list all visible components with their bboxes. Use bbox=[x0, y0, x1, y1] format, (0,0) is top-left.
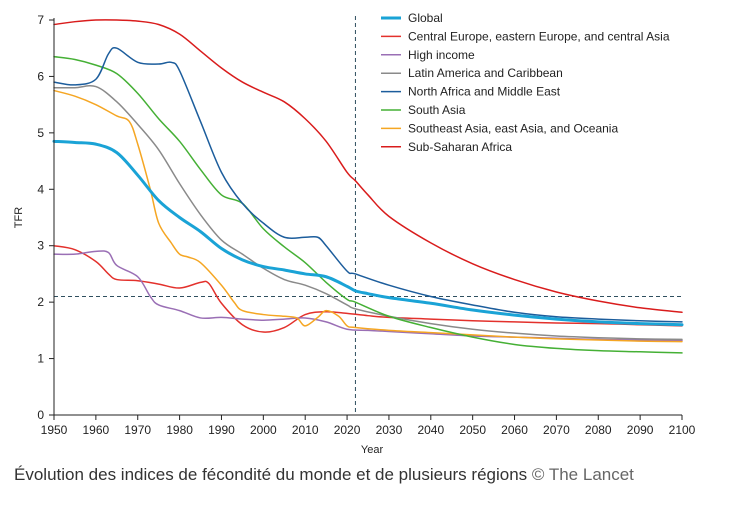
axis-ticks: 1950 1960 1970 1980 1990 2000 2010 2020 2030 2040… bbox=[37, 13, 695, 437]
series-line-sub-saharan-africa bbox=[53, 19, 683, 314]
series-line-north-africa-and-middle-east bbox=[53, 47, 683, 323]
x-tick-label: 2050 bbox=[459, 423, 486, 437]
x-tick-label: 2100 bbox=[669, 423, 696, 437]
x-tick-label: 1990 bbox=[208, 423, 235, 437]
x-tick-label: 2000 bbox=[250, 423, 277, 437]
axes bbox=[53, 18, 682, 416]
x-tick-label: 2040 bbox=[417, 423, 444, 437]
legend-label: North Africa and Middle East bbox=[408, 85, 561, 99]
chart: 1950 1960 1970 1980 1990 2000 2010 2020 2030 2040… bbox=[13, 11, 696, 456]
legend-label: South Asia bbox=[408, 103, 466, 117]
y-tick-label: 3 bbox=[37, 239, 44, 253]
y-tick-label: 4 bbox=[37, 182, 44, 196]
series-line-central-europe-eastern-europe-and-central-asia bbox=[53, 244, 683, 333]
y-tick-label: 2 bbox=[37, 295, 44, 309]
series-line-global bbox=[52, 139, 684, 327]
legend-label: Southeast Asia, east Asia, and Oceania bbox=[408, 121, 618, 135]
series-line-high-income bbox=[53, 250, 683, 342]
x-tick-label: 2080 bbox=[585, 423, 612, 437]
legend-label: Central Europe, eastern Europe, and cent… bbox=[408, 29, 670, 43]
caption-credit: © The Lancet bbox=[531, 465, 634, 484]
legend-label: High income bbox=[408, 48, 475, 62]
y-axis-title: TFR bbox=[13, 207, 25, 228]
series-line-southeast-asia-east-asia-and-oceania bbox=[53, 89, 683, 343]
y-tick-label: 1 bbox=[37, 352, 44, 366]
x-tick-label: 2010 bbox=[292, 423, 319, 437]
reference-lines bbox=[54, 16, 682, 415]
y-tick-label: 6 bbox=[37, 69, 44, 83]
series-line-latin-america-and-caribbean bbox=[53, 84, 683, 341]
y-tick-label: 0 bbox=[37, 408, 44, 422]
legend-label: Latin America and Caribbean bbox=[408, 66, 563, 80]
legend: Global Central Europe, eastern Europe, an… bbox=[381, 11, 670, 154]
legend-label: Sub-Saharan Africa bbox=[408, 140, 512, 154]
figure-caption: Évolution des indices de fécondité du mo… bbox=[14, 465, 634, 485]
x-tick-label: 1960 bbox=[83, 423, 110, 437]
y-tick-label: 7 bbox=[37, 13, 44, 27]
legend-label: Global bbox=[408, 11, 443, 25]
series-layer bbox=[52, 19, 684, 354]
x-tick-label: 2070 bbox=[543, 423, 570, 437]
x-tick-label: 2060 bbox=[501, 423, 528, 437]
x-tick-label: 1980 bbox=[166, 423, 193, 437]
x-tick-label: 1970 bbox=[124, 423, 151, 437]
x-tick-label: 2030 bbox=[376, 423, 403, 437]
caption-text: Évolution des indices de fécondité du mo… bbox=[14, 465, 528, 484]
x-axis-title: Year bbox=[361, 444, 384, 456]
y-tick-label: 5 bbox=[37, 126, 44, 140]
series-line-south-asia bbox=[53, 55, 683, 354]
x-tick-label: 2020 bbox=[334, 423, 361, 437]
x-tick-label: 2090 bbox=[627, 423, 654, 437]
x-tick-label: 1950 bbox=[41, 423, 68, 437]
